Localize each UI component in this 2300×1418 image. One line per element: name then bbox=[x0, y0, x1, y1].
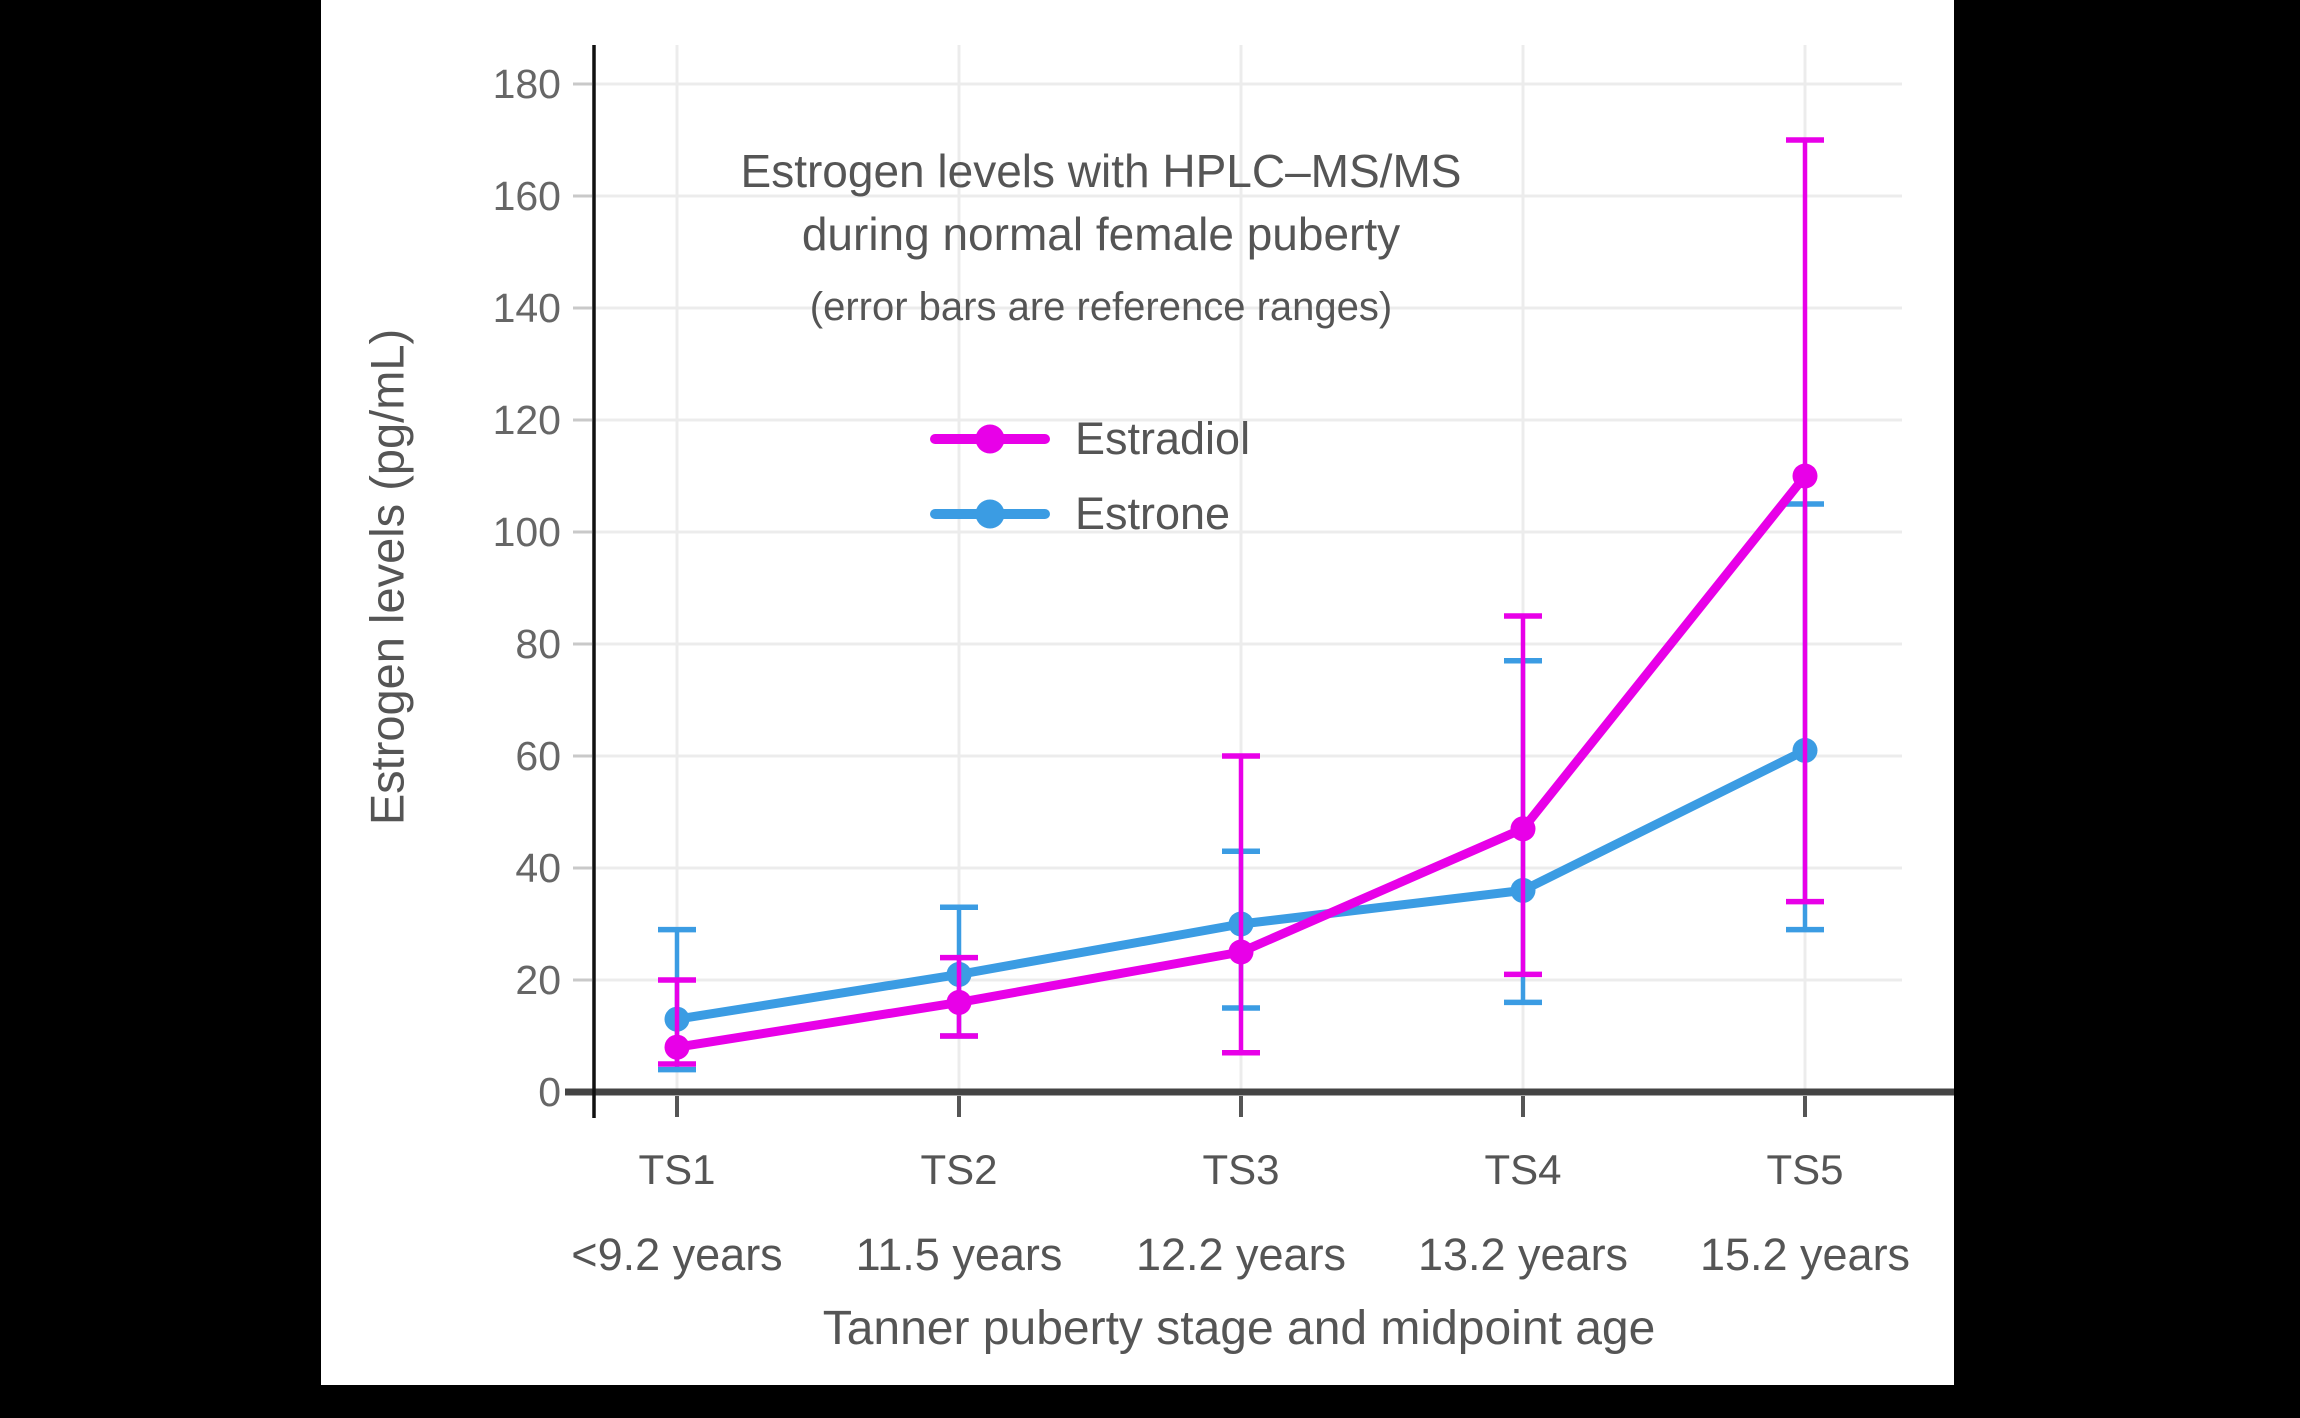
svg-text:TS3: TS3 bbox=[1202, 1146, 1279, 1193]
legend-item-estrone: Estrone bbox=[930, 481, 1250, 547]
chart-title-line-1: Estrogen levels with HPLC–MS/MS bbox=[740, 145, 1462, 197]
svg-text:0: 0 bbox=[538, 1069, 561, 1115]
legend-label-estradiol: Estradiol bbox=[1075, 413, 1251, 464]
svg-text:13.2 years: 13.2 years bbox=[1418, 1229, 1628, 1280]
estradiol-line-marker-icon bbox=[930, 424, 1050, 454]
chart-subtitle: (error bars are reference ranges) bbox=[809, 285, 1393, 329]
svg-text:<9.2 years: <9.2 years bbox=[571, 1229, 782, 1280]
plot-svg: 0 20 40 60 80 100 120 140 160 180 TS1 <9.2 years TS2… bbox=[493, 45, 1954, 1280]
svg-text:12.2 years: 12.2 years bbox=[1136, 1229, 1346, 1280]
y-axis-title: Estrogen levels (pg/mL) bbox=[360, 328, 414, 826]
svg-text:15.2 years: 15.2 years bbox=[1700, 1229, 1910, 1280]
svg-text:140: 140 bbox=[493, 285, 561, 331]
svg-text:180: 180 bbox=[493, 61, 561, 107]
chart-title: Estrogen levels with HPLC–MS/MS during n… bbox=[641, 140, 1561, 267]
svg-text:TS2: TS2 bbox=[920, 1146, 997, 1193]
chart-canvas: 0 20 40 60 80 100 120 140 160 180 TS1 <9.2 years TS2… bbox=[321, 0, 1954, 1385]
svg-text:TS4: TS4 bbox=[1484, 1146, 1561, 1193]
chart-title-line-2: during normal female puberty bbox=[801, 208, 1401, 261]
x-axis-title: Tanner puberty stage and midpoint age bbox=[822, 1302, 1656, 1355]
svg-text:80: 80 bbox=[515, 621, 561, 667]
svg-text:60: 60 bbox=[515, 733, 561, 779]
legend-item-estradiol: Estradiol bbox=[930, 406, 1250, 472]
svg-text:20: 20 bbox=[515, 957, 561, 1003]
legend-label-estrone: Estrone bbox=[1075, 488, 1231, 539]
svg-text:TS5: TS5 bbox=[1766, 1146, 1843, 1193]
estrone-dot-icon bbox=[975, 499, 1005, 529]
estrone-line-marker-icon bbox=[930, 499, 1050, 529]
legend: Estradiol Estrone bbox=[930, 406, 1250, 547]
svg-text:11.5 years: 11.5 years bbox=[856, 1229, 1063, 1280]
svg-text:100: 100 bbox=[493, 509, 561, 555]
svg-text:120: 120 bbox=[493, 397, 561, 443]
estradiol-dot-icon bbox=[975, 424, 1005, 454]
svg-text:TS1: TS1 bbox=[638, 1146, 715, 1193]
svg-text:40: 40 bbox=[515, 845, 561, 891]
svg-text:160: 160 bbox=[493, 173, 561, 219]
